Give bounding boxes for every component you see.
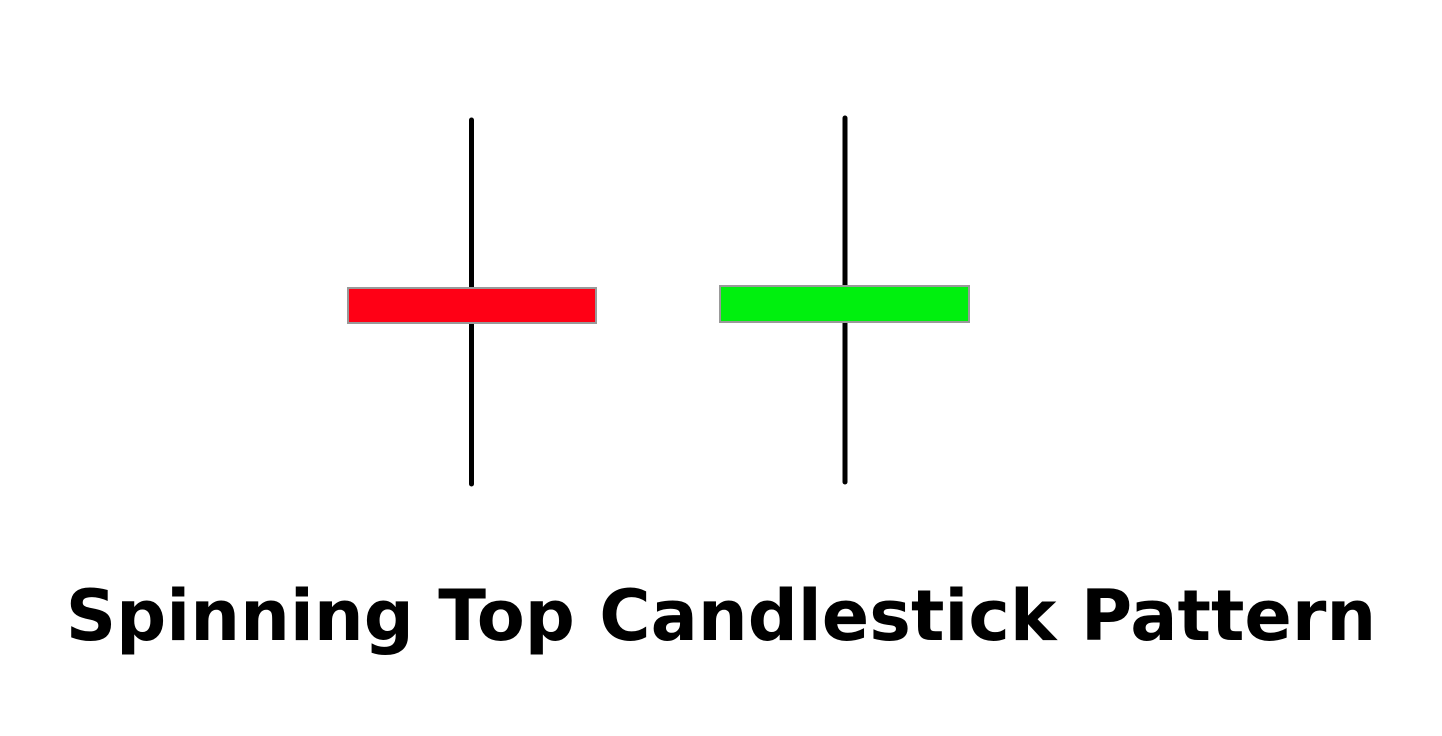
- bearish-candle: [347, 117, 597, 487]
- bearish-candle-body: [347, 287, 597, 324]
- bullish-candle-body: [719, 285, 970, 323]
- diagram-caption: Spinning Top Candlestick Pattern: [65, 575, 1377, 657]
- candlestick-diagram: [347, 115, 970, 487]
- bullish-candle: [719, 115, 970, 485]
